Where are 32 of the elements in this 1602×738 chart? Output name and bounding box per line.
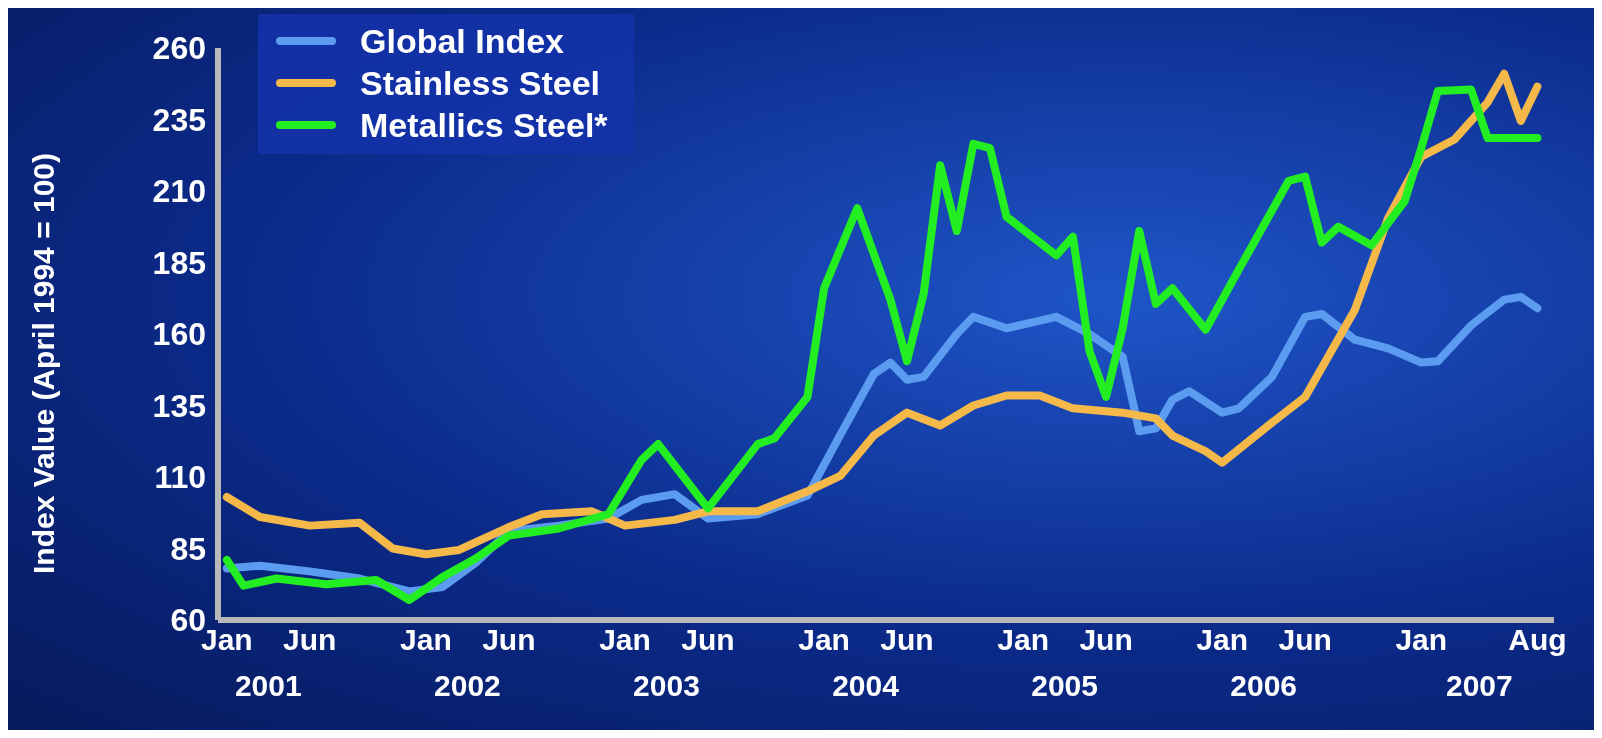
text: 2001 — [234, 669, 302, 702]
y-tick-label: 110 — [154, 459, 206, 495]
x-tick-label: Jun — [283, 623, 337, 656]
text: 2003 — [633, 669, 700, 702]
legend-label: Metallics Steel* — [360, 105, 608, 145]
x-tick-label: Jan — [400, 623, 452, 656]
legend-label: Global Index — [360, 21, 565, 61]
text: 2005 — [1031, 669, 1098, 702]
y-tick-label: 185 — [152, 244, 206, 281]
y-tick-label: 235 — [152, 101, 206, 138]
y-tick-label: 260 — [152, 30, 206, 66]
x-tick-label: Jan — [599, 623, 651, 656]
x-tick-label: Jan — [798, 623, 850, 656]
x-tick-label: Jun — [482, 623, 536, 656]
x-tick-label: Jun — [880, 623, 934, 656]
y-tick-label: 210 — [152, 173, 206, 209]
legend-label: Stainless Steel — [360, 63, 601, 103]
x-tick-label: Jan — [1196, 623, 1249, 656]
text: 2007 — [1445, 669, 1513, 702]
x-tick-label: Aug — [1508, 623, 1567, 656]
text: 2004 — [832, 669, 900, 702]
y-tick-label: 135 — [152, 387, 206, 424]
text: 2006 — [1230, 669, 1298, 702]
x-tick-label: Jan — [997, 623, 1049, 656]
x-tick-label: Jan — [1395, 623, 1448, 656]
x-tick-label: Jun — [1079, 623, 1133, 656]
y-tick-label: 160 — [152, 316, 206, 352]
text: 2002 — [434, 669, 501, 702]
y-tick-label: 85 — [170, 530, 206, 567]
y-axis-title: Index Value (April 1994 = 100) — [26, 152, 60, 574]
x-tick-label: Jun — [681, 623, 735, 656]
x-tick-label: Jun — [1278, 623, 1332, 656]
